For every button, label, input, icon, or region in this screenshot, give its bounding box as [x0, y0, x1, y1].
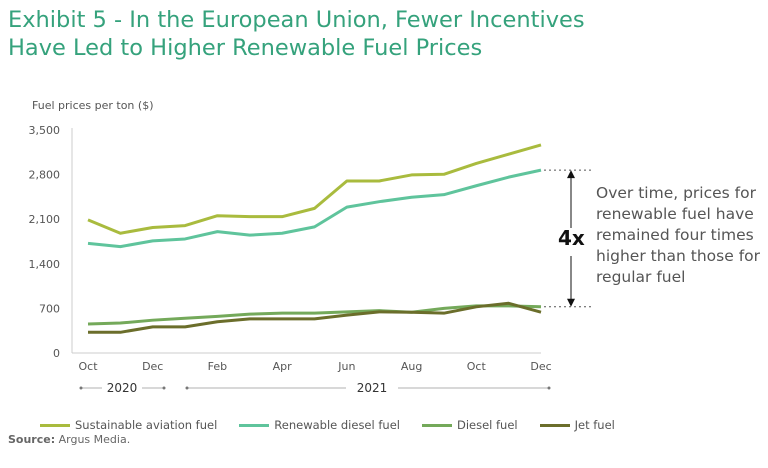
- x-tick-label: Oct: [78, 360, 98, 373]
- y-tick-label: 0: [53, 347, 60, 360]
- y-tick-label: 2,800: [29, 169, 61, 182]
- chart-title: Exhibit 5 - In the European Union, Fewer…: [8, 7, 585, 61]
- y-tick-label: 1,400: [29, 258, 61, 271]
- y-tick-label: 700: [39, 302, 60, 315]
- legend-item: Diesel fuel: [421, 418, 518, 432]
- year-label: 2021: [357, 381, 388, 395]
- series-line-diesel-fuel: [87, 304, 542, 326]
- year-bracket-dot: [547, 386, 551, 390]
- legend: Sustainable aviation fuel Renewable diese…: [40, 418, 615, 432]
- x-tick-label: Jun: [337, 360, 355, 373]
- series-line-renewable-diesel-fuel: [87, 168, 542, 249]
- source-note: Source: Argus Media.: [8, 433, 130, 446]
- y-tick-label: 2,100: [29, 213, 61, 226]
- arrow-down-icon: [567, 298, 575, 307]
- legend-item: Renewable diesel fuel: [239, 418, 400, 432]
- multiplier-label: 4x: [558, 226, 585, 250]
- y-tick-label: 3,500: [29, 124, 61, 137]
- source-label: Source:: [8, 433, 56, 446]
- legend-label: Diesel fuel: [456, 418, 518, 432]
- x-tick-label: Aug: [401, 360, 422, 373]
- x-tick-label: Apr: [273, 360, 293, 373]
- legend-swatch: [421, 423, 452, 427]
- series-line-jet-fuel: [88, 301, 542, 334]
- legend-label: Sustainable aviation fuel: [75, 418, 218, 432]
- x-tick-label: Feb: [208, 360, 227, 373]
- legend-label: Renewable diesel fuel: [274, 418, 400, 432]
- legend-label: Jet fuel: [574, 418, 615, 432]
- y-axis-label: Fuel prices per ton ($): [32, 99, 154, 112]
- year-label: 2020: [107, 381, 138, 395]
- legend-swatch: [40, 423, 70, 427]
- legend-item: Sustainable aviation fuel: [40, 418, 217, 432]
- legend-swatch: [539, 423, 570, 427]
- series-line-sustainable-aviation-fuel: [87, 143, 542, 235]
- x-tick-label: Oct: [467, 360, 487, 373]
- legend-item: Jet fuel: [539, 418, 615, 432]
- arrow-up-icon: [567, 170, 575, 179]
- x-tick-label: Dec: [142, 360, 163, 373]
- x-tick-label: Dec: [530, 360, 551, 373]
- year-bracket-dot: [185, 386, 189, 390]
- year-bracket-dot: [79, 386, 83, 390]
- source-text: Argus Media.: [58, 433, 131, 446]
- legend-swatch: [239, 423, 270, 427]
- annotation-text: Over time, prices for renewable fuel hav…: [596, 184, 761, 286]
- year-bracket-dot: [162, 386, 166, 390]
